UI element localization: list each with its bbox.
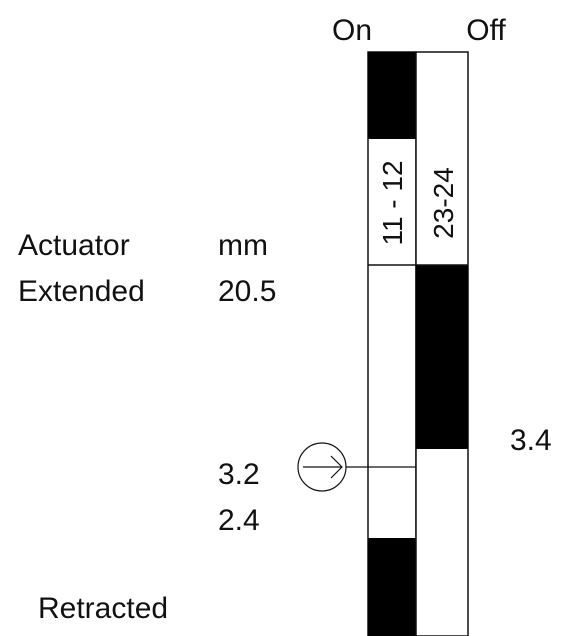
on-reset-point-value: 2.4	[218, 504, 260, 537]
off-closed-segment	[416, 265, 468, 449]
off-contact-column	[415, 51, 469, 636]
unit-label: mm	[218, 229, 268, 262]
off-column-header: Off	[466, 14, 506, 47]
extended-value: 20.5	[218, 275, 276, 308]
extended-label: Extended	[18, 275, 145, 308]
circled-right-arrow-icon	[297, 442, 347, 492]
on-contact-label: 11 - 12	[377, 160, 408, 245]
on-switch-point-value: 3.2	[218, 458, 260, 491]
on-closed-segment-top	[368, 52, 416, 139]
actuator-label: Actuator	[18, 229, 130, 262]
on-column-header: On	[332, 14, 372, 47]
on-contact-column	[367, 51, 417, 636]
off-switch-point-value: 3.4	[510, 424, 552, 457]
retracted-label: Retracted	[38, 592, 168, 625]
off-contact-label: 23-24	[428, 167, 459, 239]
on-closed-segment-bottom	[368, 538, 416, 636]
